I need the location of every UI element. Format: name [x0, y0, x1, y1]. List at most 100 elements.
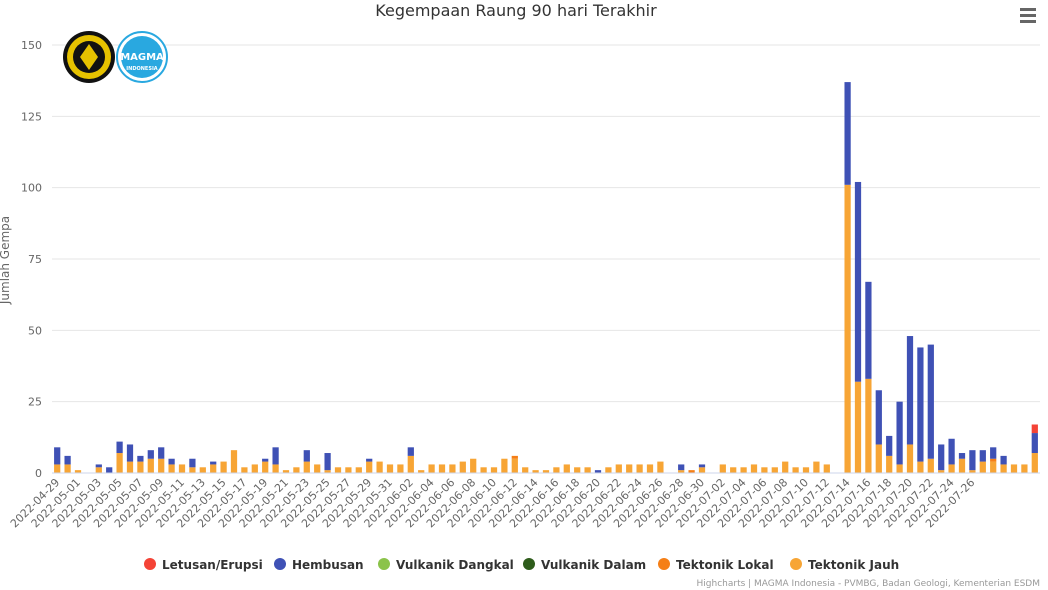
legend-item-label[interactable]: Tektonik Lokal	[676, 558, 774, 572]
bar-segment[interactable]	[511, 455, 518, 459]
bar-segment[interactable]	[303, 450, 310, 462]
bar-segment[interactable]	[730, 467, 737, 473]
bar-segment[interactable]	[844, 82, 851, 185]
bar-segment[interactable]	[490, 467, 498, 473]
bar-segment[interactable]	[64, 464, 71, 473]
bar-segment[interactable]	[1031, 433, 1038, 454]
bar-segment[interactable]	[106, 467, 113, 473]
bar-segment[interactable]	[719, 464, 726, 473]
bar-segment[interactable]	[771, 467, 778, 473]
bar-segment[interactable]	[958, 453, 966, 459]
bar-segment[interactable]	[1000, 455, 1007, 465]
bar-segment[interactable]	[761, 467, 768, 473]
bar-segment[interactable]	[501, 458, 508, 473]
bar-segment[interactable]	[522, 467, 529, 473]
bar-segment[interactable]	[875, 390, 882, 445]
bar-segment[interactable]	[844, 184, 851, 473]
bar-segment[interactable]	[459, 461, 466, 473]
bar-segment[interactable]	[896, 401, 903, 465]
bar-segment[interactable]	[698, 467, 706, 473]
bar-segment[interactable]	[813, 461, 820, 473]
bar-segment[interactable]	[158, 458, 165, 473]
hamburger-menu-icon[interactable]	[1014, 4, 1038, 26]
bar-segment[interactable]	[168, 458, 175, 465]
bar-segment[interactable]	[1031, 453, 1038, 473]
bar-segment[interactable]	[948, 438, 955, 465]
bar-segment[interactable]	[542, 470, 550, 473]
legend-marker[interactable]	[378, 558, 390, 570]
bar-segment[interactable]	[386, 464, 394, 473]
bar-segment[interactable]	[1021, 464, 1028, 473]
bar-segment[interactable]	[147, 458, 154, 473]
bar-segment[interactable]	[917, 461, 924, 473]
bar-segment[interactable]	[917, 347, 924, 462]
bar-segment[interactable]	[1000, 464, 1007, 473]
legend-item-label[interactable]: Letusan/Erupsi	[162, 558, 263, 572]
bar-segment[interactable]	[272, 464, 279, 473]
bar-segment[interactable]	[220, 461, 227, 473]
bar-segment[interactable]	[345, 467, 352, 473]
bar-segment[interactable]	[990, 458, 997, 462]
bar-segment[interactable]	[168, 464, 175, 473]
bar-segment[interactable]	[979, 461, 986, 473]
bar-segment[interactable]	[938, 470, 945, 473]
bar-segment[interactable]	[906, 444, 914, 473]
bar-segment[interactable]	[449, 464, 456, 473]
bar-segment[interactable]	[428, 464, 435, 473]
bar-segment[interactable]	[199, 467, 206, 473]
bar-segment[interactable]	[189, 458, 196, 468]
bar-segment[interactable]	[64, 455, 71, 465]
legend-marker[interactable]	[274, 558, 286, 570]
bar-segment[interactable]	[293, 467, 300, 473]
bar-segment[interactable]	[230, 450, 238, 473]
bar-segment[interactable]	[906, 336, 914, 445]
bar-segment[interactable]	[782, 461, 789, 473]
bar-segment[interactable]	[334, 467, 342, 473]
bar-segment[interactable]	[54, 447, 61, 465]
bar-segment[interactable]	[605, 467, 612, 473]
bar-segment[interactable]	[958, 458, 966, 473]
bar-segment[interactable]	[553, 467, 560, 473]
bar-segment[interactable]	[282, 470, 290, 473]
bar-segment[interactable]	[927, 458, 934, 473]
bar-segment[interactable]	[137, 461, 144, 473]
legend-item-label[interactable]: Vulkanik Dalam	[541, 558, 646, 572]
bar-segment[interactable]	[854, 381, 862, 473]
bar-segment[interactable]	[979, 450, 986, 462]
bar-segment[interactable]	[969, 450, 976, 471]
bar-segment[interactable]	[886, 435, 893, 456]
bar-segment[interactable]	[927, 344, 934, 459]
bar-segment[interactable]	[532, 470, 539, 473]
bar-segment[interactable]	[116, 453, 123, 473]
bar-segment[interactable]	[646, 464, 654, 473]
bar-segment[interactable]	[126, 444, 134, 462]
bar-segment[interactable]	[511, 458, 518, 473]
bar-segment[interactable]	[698, 464, 706, 468]
bar-segment[interactable]	[147, 450, 154, 459]
bar-segment[interactable]	[376, 461, 383, 473]
bar-segment[interactable]	[678, 470, 685, 473]
bar-segment[interactable]	[938, 444, 945, 471]
bar-segment[interactable]	[324, 453, 331, 471]
bar-segment[interactable]	[1010, 464, 1018, 473]
bar-segment[interactable]	[418, 470, 425, 473]
bar-segment[interactable]	[594, 470, 602, 473]
bar-segment[interactable]	[355, 467, 362, 473]
bar-segment[interactable]	[886, 455, 893, 473]
bar-segment[interactable]	[178, 464, 186, 473]
bar-segment[interactable]	[574, 467, 581, 473]
legend-marker[interactable]	[144, 558, 156, 570]
bar-segment[interactable]	[407, 447, 414, 456]
bar-segment[interactable]	[407, 455, 414, 473]
bar-segment[interactable]	[865, 281, 872, 379]
bar-segment[interactable]	[1031, 424, 1038, 434]
legend-item-label[interactable]: Hembusan	[292, 558, 364, 572]
bar-segment[interactable]	[969, 470, 976, 473]
bar-segment[interactable]	[95, 467, 102, 473]
bar-segment[interactable]	[657, 461, 664, 473]
bar-segment[interactable]	[584, 467, 591, 473]
bar-segment[interactable]	[438, 464, 446, 473]
bar-segment[interactable]	[303, 461, 310, 473]
bar-segment[interactable]	[948, 464, 955, 473]
bar-segment[interactable]	[802, 467, 810, 473]
